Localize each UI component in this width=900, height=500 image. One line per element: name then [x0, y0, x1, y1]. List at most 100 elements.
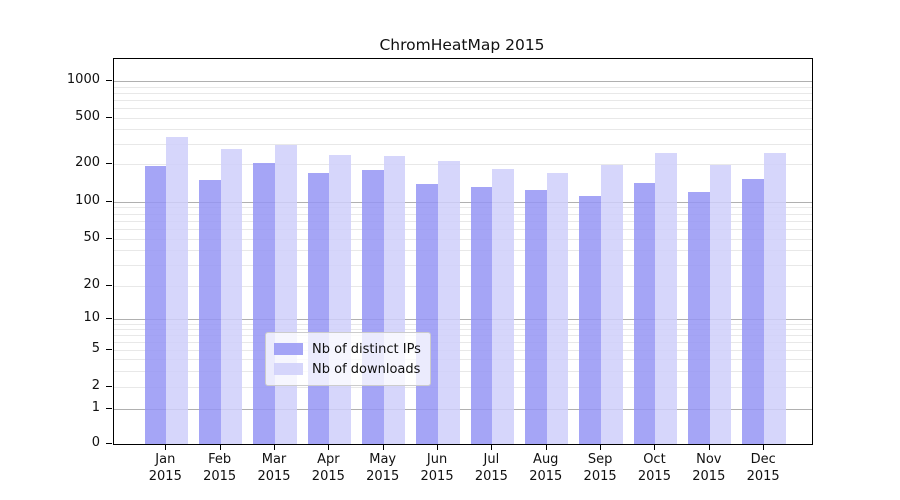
bar-distinct-ips	[253, 163, 275, 444]
gridline-major	[114, 319, 812, 320]
y-axis-tick-label: 1000	[66, 72, 100, 87]
legend-item: Nb of downloads	[274, 359, 422, 379]
x-axis-tick-label: Oct 2015	[619, 451, 689, 485]
y-axis-tick-label: 200	[75, 155, 100, 171]
gridline-minor	[114, 370, 812, 372]
x-label-year: 2015	[420, 469, 454, 484]
x-axis-tick-label: Feb 2015	[185, 451, 255, 485]
x-axis-tick-label: Aug 2015	[511, 451, 581, 485]
bar-downloads	[383, 155, 406, 444]
x-label-year: 2015	[529, 469, 563, 484]
gridline-minor	[114, 229, 812, 231]
gridline-minor	[114, 350, 812, 351]
x-label-year: 2015	[366, 469, 400, 484]
bar-distinct-ips	[525, 190, 547, 444]
y-axis-tick-label: 10	[83, 310, 100, 325]
x-axis-tick-label: Sep 2015	[565, 451, 635, 485]
gridline-minor	[114, 265, 812, 267]
bar-distinct-ips	[307, 172, 330, 444]
y-axis-tick-label: 5	[91, 341, 100, 356]
bar-downloads	[546, 172, 569, 444]
x-label-year: 2015	[257, 469, 291, 484]
x-axis-tick	[545, 444, 547, 450]
y-axis-tick-label: 100	[75, 192, 100, 208]
x-axis-tick-label: Jul 2015	[456, 451, 526, 485]
plot-area	[113, 58, 813, 445]
bar-distinct-ips	[470, 187, 493, 444]
gridline-minor	[114, 250, 812, 252]
chart-title: ChromHeatMap 2015	[379, 36, 545, 54]
x-label-month: Jan	[155, 452, 176, 467]
x-axis-tick-label: Mar 2015	[239, 451, 309, 485]
y-axis-tick	[106, 443, 112, 444]
bar-downloads	[275, 145, 297, 444]
x-label-year: 2015	[203, 469, 237, 484]
x-axis-tick-label: Nov 2015	[674, 451, 744, 485]
legend-item: Nb of distinct IPs	[274, 339, 422, 359]
bar-downloads	[166, 137, 188, 444]
x-label-month: May	[369, 452, 397, 467]
x-axis-tick	[328, 444, 330, 450]
x-axis-tick	[274, 444, 275, 450]
gridline-minor	[114, 359, 812, 360]
gridline-major	[114, 201, 812, 203]
bar-downloads	[601, 164, 623, 444]
x-axis-tick-label: Apr 2015	[293, 451, 363, 485]
x-label-month: Dec	[750, 452, 776, 467]
gridline-minor	[114, 334, 812, 336]
y-axis-tick	[106, 238, 112, 239]
x-label-year: 2015	[746, 469, 780, 484]
bar-distinct-ips	[362, 169, 384, 444]
bar-distinct-ips	[742, 178, 765, 444]
legend-label: Nb of distinct IPs	[312, 341, 421, 357]
gridline-minor	[114, 387, 812, 388]
y-axis-tick	[106, 285, 112, 286]
bar-distinct-ips	[198, 179, 221, 444]
x-label-year: 2015	[474, 469, 508, 484]
bar-distinct-ips	[144, 165, 167, 444]
bar-downloads	[709, 165, 732, 444]
x-axis-tick	[382, 444, 384, 450]
x-axis-tick	[600, 444, 602, 450]
y-axis-tick-label: 1	[91, 400, 100, 415]
gridline-minor	[114, 86, 812, 88]
x-label-month: Jun	[426, 452, 448, 467]
x-label-month: Feb	[208, 452, 232, 467]
y-axis-tick	[106, 349, 112, 350]
bar-downloads	[492, 168, 515, 444]
bar-downloads	[764, 152, 786, 444]
gridline-minor	[114, 108, 812, 110]
gridline-minor	[114, 99, 812, 101]
x-label-year: 2015	[148, 469, 182, 484]
y-axis-tick	[106, 408, 112, 409]
x-axis-tick-label: May 2015	[348, 451, 418, 485]
x-label-year: 2015	[637, 469, 671, 484]
legend-swatch-downloads	[274, 363, 303, 375]
legend: Nb of distinct IPs Nb of downloads	[265, 332, 431, 386]
x-label-month: Aug	[533, 452, 559, 467]
x-axis-tick	[491, 444, 493, 450]
gridline-minor	[114, 92, 812, 94]
legend-label: Nb of downloads	[312, 361, 421, 377]
gridline-minor	[114, 117, 812, 119]
gridline-minor	[114, 328, 812, 330]
x-label-month: Mar	[261, 452, 287, 467]
y-axis-tick	[106, 116, 112, 118]
y-axis-tick	[106, 200, 112, 202]
gridline-minor	[114, 164, 812, 166]
bar-distinct-ips	[688, 192, 710, 444]
y-axis-tick	[106, 318, 112, 319]
legend-swatch-distinct-ips	[274, 343, 303, 355]
x-label-year: 2015	[311, 469, 345, 484]
gridline-minor	[114, 341, 812, 343]
y-axis-tick-label: 500	[75, 108, 100, 124]
bar-downloads	[655, 152, 678, 444]
gridline-minor	[114, 213, 812, 215]
bar-downloads	[438, 161, 460, 444]
gridline-minor	[114, 239, 812, 240]
x-axis-tick	[763, 444, 765, 450]
y-axis-tick	[106, 163, 112, 165]
y-axis-tick	[106, 80, 112, 81]
gridline-major	[114, 81, 812, 82]
